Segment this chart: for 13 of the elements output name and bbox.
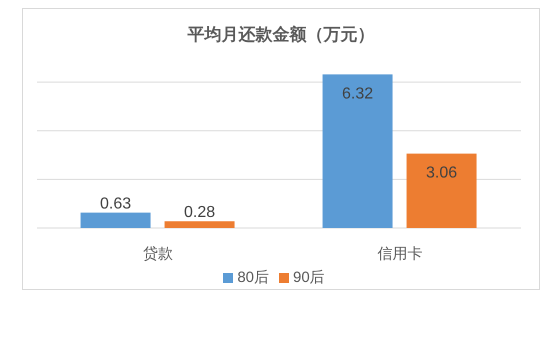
data-label: 6.32 [342,85,374,102]
data-label: 0.28 [184,204,216,222]
chart-title: 平均月还款金额（万元） [186,24,376,46]
bar [164,221,235,228]
data-label: 0.63 [100,196,132,213]
legend-label: 90后 [293,269,325,286]
x-tick-label: 信用卡 [378,246,422,263]
x-tick-label: 贷款 [143,246,173,263]
data-label: 3.06 [426,164,458,182]
legend-label: 80后 [237,269,269,286]
bar [80,212,151,228]
bar [406,154,477,228]
bar [322,74,393,228]
